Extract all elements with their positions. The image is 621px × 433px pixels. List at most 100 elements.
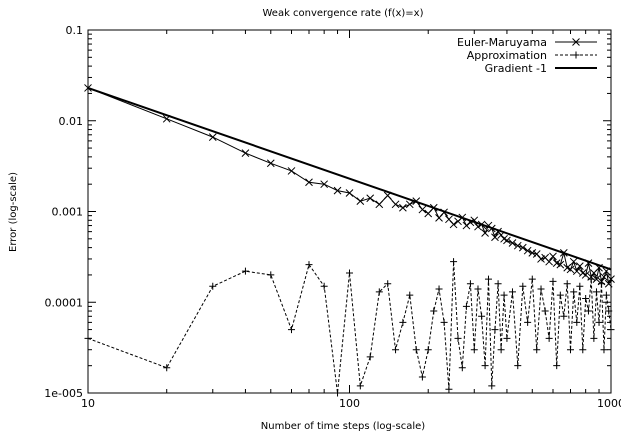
series-point	[481, 229, 489, 237]
series-point	[445, 385, 453, 393]
series-point	[595, 318, 603, 326]
series-point	[267, 271, 275, 279]
series-point	[566, 346, 574, 354]
series-point	[524, 318, 532, 326]
legend-label: Euler-Maruyama	[457, 36, 547, 49]
series-line	[87, 261, 612, 394]
series-point	[494, 280, 502, 288]
series-point	[576, 282, 584, 290]
series-point	[424, 346, 432, 354]
series-point	[412, 346, 420, 354]
series-point	[375, 288, 383, 296]
series-point	[241, 149, 250, 157]
series-point	[488, 382, 496, 390]
series-point	[592, 275, 601, 283]
series-line	[87, 87, 612, 286]
series-point	[287, 167, 296, 175]
series-point	[569, 257, 578, 266]
series-point	[474, 285, 482, 293]
series-point	[604, 279, 613, 288]
plot-area	[84, 84, 615, 397]
series-point	[430, 307, 438, 315]
series-point	[545, 334, 553, 342]
series-point	[405, 200, 414, 209]
series-point	[575, 262, 584, 270]
series-point	[584, 307, 592, 315]
series-1	[84, 258, 615, 397]
series-point	[399, 318, 407, 326]
series-point	[384, 280, 392, 288]
series-point	[208, 133, 217, 141]
series-point	[356, 197, 365, 206]
series-point	[607, 326, 615, 334]
legend-label: Approximation	[467, 49, 547, 62]
series-point	[478, 312, 486, 320]
series-point	[570, 288, 578, 296]
series-point	[481, 362, 489, 370]
series-point	[600, 273, 608, 281]
series-point	[581, 271, 590, 279]
series-2	[87, 86, 612, 271]
series-point	[241, 267, 249, 275]
series-point	[491, 233, 499, 242]
series-point	[418, 373, 426, 381]
legend-marker	[572, 51, 580, 59]
series-point	[579, 346, 587, 354]
series-point	[366, 194, 375, 203]
series-point	[491, 326, 499, 334]
x-tick-label: 10	[81, 397, 95, 410]
series-point	[399, 203, 407, 212]
series-line	[87, 86, 612, 271]
series-point	[545, 257, 553, 266]
series-point	[607, 275, 615, 283]
series-point	[553, 362, 561, 370]
series-point	[450, 258, 458, 266]
series-point	[462, 302, 470, 310]
series-point	[587, 275, 595, 283]
series-point	[582, 294, 590, 302]
legend-marker	[572, 38, 580, 46]
series-point	[566, 265, 575, 274]
legend-label: Gradient -1	[485, 62, 547, 75]
series-point	[366, 353, 374, 361]
series-point	[533, 346, 541, 354]
series-point	[470, 346, 478, 354]
series-point	[497, 346, 505, 354]
series-point	[500, 291, 508, 299]
series-point	[266, 159, 275, 168]
series-point	[514, 362, 522, 370]
series-point	[513, 241, 522, 250]
series-point	[320, 282, 328, 290]
series-point	[334, 389, 342, 397]
series-point	[458, 364, 466, 372]
series-point	[503, 236, 511, 245]
series-point	[462, 221, 471, 230]
series-point	[592, 288, 600, 296]
series-point	[598, 280, 606, 288]
plot-frame	[87, 29, 612, 394]
series-point	[556, 291, 564, 299]
series-point	[454, 334, 462, 342]
series-point	[573, 318, 581, 326]
y-tick-label: 0.1	[66, 24, 84, 37]
series-point	[600, 346, 608, 354]
chart-title: Weak convergence rate (f(x)=x)	[262, 8, 423, 19]
axes: 10 100 1000 1e-005 0.0001 0.001 0.01 0.1	[44, 24, 621, 410]
series-point	[209, 282, 217, 290]
series-point	[549, 277, 557, 285]
series-point	[305, 178, 313, 187]
series-point	[375, 200, 384, 209]
series-point	[84, 334, 92, 342]
series-point	[518, 243, 527, 252]
y-tick-label: 0.01	[59, 115, 84, 128]
series-point	[508, 288, 516, 296]
series-point	[287, 326, 295, 334]
series-point	[435, 285, 443, 293]
series-point	[528, 275, 536, 283]
x-tick-label: 1000	[597, 397, 621, 410]
series-point	[563, 280, 571, 288]
series-point	[590, 334, 598, 342]
y-tick-label: 1e-005	[44, 387, 83, 400]
